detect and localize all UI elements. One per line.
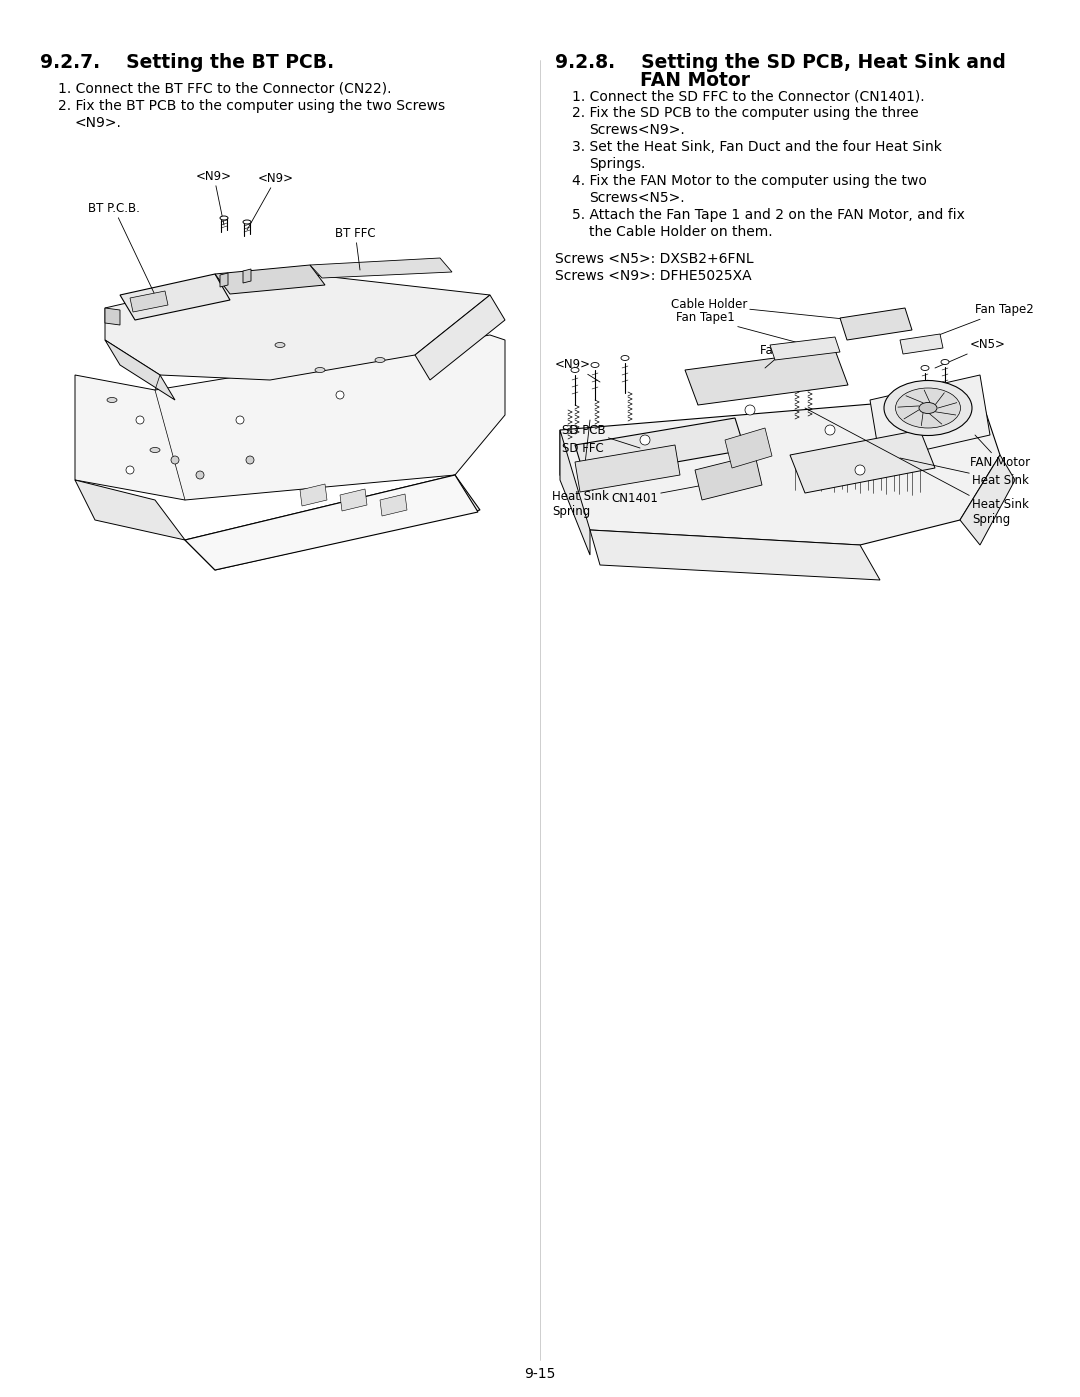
Text: 2. Fix the SD PCB to the computer using the three: 2. Fix the SD PCB to the computer using … — [572, 106, 919, 120]
Polygon shape — [310, 258, 453, 278]
Text: FAN Motor: FAN Motor — [640, 71, 750, 89]
Text: 4. Fix the FAN Motor to the computer using the two: 4. Fix the FAN Motor to the computer usi… — [572, 175, 927, 189]
Text: Screws<N9>.: Screws<N9>. — [589, 123, 685, 137]
Ellipse shape — [621, 355, 629, 360]
Circle shape — [745, 405, 755, 415]
Polygon shape — [340, 489, 367, 511]
Circle shape — [855, 465, 865, 475]
Polygon shape — [685, 351, 848, 405]
Text: BT P.C.B.: BT P.C.B. — [87, 203, 156, 295]
Polygon shape — [415, 295, 505, 380]
Polygon shape — [575, 446, 680, 492]
Polygon shape — [900, 334, 943, 353]
Circle shape — [195, 471, 204, 479]
Text: BT FFC: BT FFC — [335, 226, 376, 270]
Text: CN1401: CN1401 — [611, 482, 720, 504]
Polygon shape — [789, 430, 935, 493]
Circle shape — [237, 416, 244, 425]
Text: Screws <N5>: DXSB2+6FNL: Screws <N5>: DXSB2+6FNL — [555, 251, 754, 265]
Ellipse shape — [107, 398, 117, 402]
Text: 9-15: 9-15 — [524, 1368, 556, 1382]
Circle shape — [336, 391, 345, 400]
Text: 1. Connect the SD FFC to the Connector (CN1401).: 1. Connect the SD FFC to the Connector (… — [572, 89, 924, 103]
Circle shape — [136, 416, 144, 425]
Polygon shape — [105, 339, 175, 400]
Text: <N9>: <N9> — [555, 359, 600, 381]
Text: <N9>: <N9> — [247, 172, 294, 231]
Ellipse shape — [921, 366, 929, 370]
Polygon shape — [960, 455, 1015, 545]
Ellipse shape — [895, 388, 960, 427]
Polygon shape — [185, 475, 478, 570]
Text: FAN Motor: FAN Motor — [970, 434, 1030, 468]
Text: Fan Tape1: Fan Tape1 — [676, 312, 804, 344]
Circle shape — [171, 455, 179, 464]
Polygon shape — [215, 265, 325, 293]
Text: Cable Holder: Cable Holder — [671, 299, 873, 321]
Polygon shape — [105, 307, 120, 326]
Polygon shape — [243, 270, 251, 284]
Ellipse shape — [375, 358, 384, 362]
Text: Springs.: Springs. — [589, 156, 646, 170]
Text: 2. Fix the BT PCB to the computer using the two Screws: 2. Fix the BT PCB to the computer using … — [58, 99, 445, 113]
Text: <N9>.: <N9>. — [75, 116, 122, 130]
Circle shape — [640, 434, 650, 446]
Ellipse shape — [220, 217, 228, 219]
Polygon shape — [185, 475, 480, 570]
Ellipse shape — [571, 367, 579, 373]
Text: <N9>: <N9> — [195, 170, 232, 225]
Circle shape — [825, 425, 835, 434]
Ellipse shape — [591, 362, 599, 367]
Ellipse shape — [919, 402, 937, 414]
Polygon shape — [561, 430, 590, 555]
Text: Heat Sink: Heat Sink — [900, 458, 1029, 486]
Text: SD PCB: SD PCB — [562, 423, 640, 448]
Text: Screws<N5>.: Screws<N5>. — [589, 191, 685, 205]
Circle shape — [126, 467, 134, 474]
Polygon shape — [696, 455, 762, 500]
Polygon shape — [380, 495, 407, 515]
Text: 3. Set the Heat Sink, Fan Duct and the four Heat Sink: 3. Set the Heat Sink, Fan Duct and the f… — [572, 140, 942, 154]
Text: Screws <N9>: DFHE5025XA: Screws <N9>: DFHE5025XA — [555, 270, 752, 284]
Ellipse shape — [941, 359, 949, 365]
Text: SD FFC: SD FFC — [562, 441, 627, 465]
Text: 9.2.8.    Setting the SD PCB, Heat Sink and: 9.2.8. Setting the SD PCB, Heat Sink and — [555, 53, 1005, 73]
Polygon shape — [725, 427, 772, 468]
Polygon shape — [130, 291, 168, 312]
Text: 5. Attach the Fan Tape 1 and 2 on the FAN Motor, and fix: 5. Attach the Fan Tape 1 and 2 on the FA… — [572, 208, 964, 222]
Text: Heat Sink
Spring: Heat Sink Spring — [805, 408, 1029, 527]
Text: Fan Duct: Fan Duct — [760, 344, 812, 367]
Text: 1. Connect the BT FFC to the Connector (CN22).: 1. Connect the BT FFC to the Connector (… — [58, 82, 391, 96]
Ellipse shape — [885, 380, 972, 436]
Polygon shape — [120, 274, 230, 320]
Text: the Cable Holder on them.: the Cable Holder on them. — [589, 225, 772, 239]
Polygon shape — [770, 337, 840, 360]
Text: Fan Tape2: Fan Tape2 — [923, 303, 1034, 341]
Polygon shape — [300, 483, 327, 506]
Ellipse shape — [150, 447, 160, 453]
Polygon shape — [75, 481, 185, 541]
Polygon shape — [561, 395, 1000, 545]
Text: <N5>: <N5> — [935, 338, 1005, 367]
Polygon shape — [590, 529, 880, 580]
Polygon shape — [105, 270, 490, 380]
Text: Heat Sink
Spring: Heat Sink Spring — [552, 420, 609, 518]
Polygon shape — [220, 272, 228, 286]
Text: 9.2.7.    Setting the BT PCB.: 9.2.7. Setting the BT PCB. — [40, 53, 334, 73]
Polygon shape — [75, 335, 505, 500]
Polygon shape — [840, 307, 912, 339]
Circle shape — [246, 455, 254, 464]
Ellipse shape — [275, 342, 285, 348]
Polygon shape — [870, 374, 990, 460]
Ellipse shape — [243, 219, 251, 224]
Ellipse shape — [315, 367, 325, 373]
Polygon shape — [575, 418, 745, 478]
